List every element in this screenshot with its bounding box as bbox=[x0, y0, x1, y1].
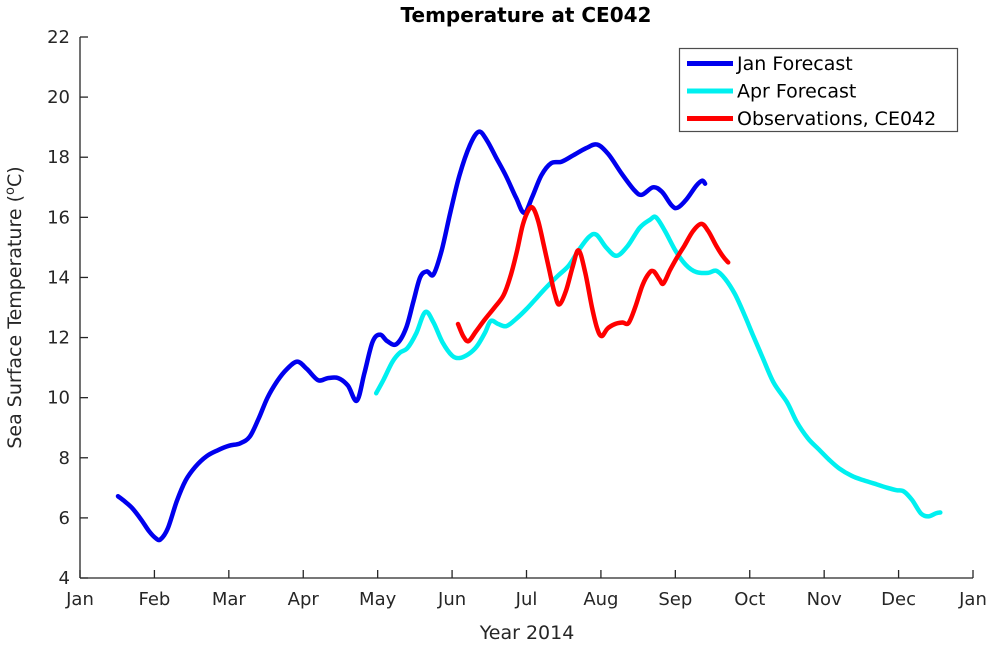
x-tick-label: Oct bbox=[734, 589, 765, 610]
x-tick-label: May bbox=[359, 589, 397, 610]
y-tick-label: 22 bbox=[47, 27, 70, 48]
series-lines bbox=[115, 129, 943, 543]
x-tick-label: Sep bbox=[658, 589, 692, 610]
jan-forecast-line bbox=[115, 129, 708, 543]
legend: Jan Forecast Apr Forecast Observations, CE… bbox=[678, 47, 959, 133]
y-axis-label: Sea Surface Temperature (oC) bbox=[3, 166, 26, 448]
x-tick-label: Jul bbox=[515, 589, 538, 610]
legend-entry-label: Jan Forecast bbox=[736, 53, 853, 75]
y-tick-label: 18 bbox=[47, 147, 70, 168]
y-tick-label: 4 bbox=[59, 568, 70, 589]
x-tick-label: Nov bbox=[807, 589, 842, 610]
x-tick-label: Jan bbox=[958, 589, 987, 610]
y-tick-label: 16 bbox=[47, 207, 70, 228]
x-tick-label: Dec bbox=[881, 589, 916, 610]
y-tick-label: 8 bbox=[59, 448, 70, 469]
legend-entry-label: Apr Forecast bbox=[737, 81, 856, 103]
y-tick-label: 14 bbox=[47, 267, 70, 288]
y-tick-label: 6 bbox=[59, 508, 70, 529]
apr-forecast-line bbox=[373, 214, 943, 519]
x-tick-label: Apr bbox=[288, 589, 320, 610]
legend-entry-label: Observations, CE042 bbox=[737, 108, 936, 130]
y-axis-label-part: o bbox=[3, 187, 18, 195]
observations-ce042-line bbox=[455, 204, 731, 344]
x-tick-label: Feb bbox=[138, 589, 170, 610]
x-axis-label: Year 2014 bbox=[479, 622, 575, 644]
y-axis-label-part: C) bbox=[4, 166, 26, 187]
x-tick-label: Jun bbox=[437, 589, 466, 610]
x-tick-label: Aug bbox=[583, 589, 618, 610]
y-tick-label: 10 bbox=[47, 388, 70, 409]
y-axis-label-part: Sea Surface Temperature ( bbox=[4, 195, 26, 449]
x-tick-label: Mar bbox=[212, 589, 247, 610]
chart-title: Temperature at CE042 bbox=[401, 3, 652, 27]
x-tick-label: Jan bbox=[65, 589, 94, 610]
axes: Jan Feb Mar Apr May Jun Jul Aug Sep Oct Nov Dec Jan4… bbox=[47, 27, 987, 610]
y-tick-label: 20 bbox=[47, 87, 70, 108]
y-tick-label: 12 bbox=[47, 328, 70, 349]
